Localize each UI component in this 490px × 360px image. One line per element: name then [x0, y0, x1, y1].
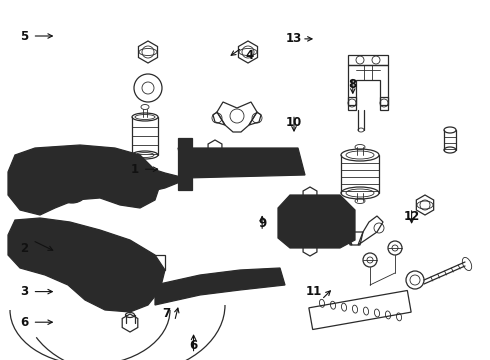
Text: 10: 10	[286, 116, 302, 129]
Text: 8: 8	[349, 78, 357, 91]
Text: 5: 5	[21, 30, 28, 42]
Text: 1: 1	[131, 163, 139, 176]
Text: 2: 2	[21, 242, 28, 255]
Text: 4: 4	[246, 49, 254, 62]
Text: 12: 12	[403, 210, 420, 222]
Text: 3: 3	[21, 285, 28, 298]
Polygon shape	[155, 268, 285, 305]
Polygon shape	[278, 195, 355, 248]
Text: 7: 7	[163, 307, 171, 320]
Polygon shape	[8, 145, 160, 215]
Polygon shape	[178, 148, 305, 178]
Text: 6: 6	[190, 339, 197, 352]
Polygon shape	[8, 218, 165, 312]
Circle shape	[65, 260, 95, 290]
Text: 11: 11	[305, 285, 322, 298]
Text: 6: 6	[21, 316, 28, 329]
Polygon shape	[178, 138, 192, 190]
Text: 13: 13	[286, 32, 302, 45]
Text: 9: 9	[258, 217, 266, 230]
Circle shape	[54, 167, 90, 203]
Polygon shape	[95, 155, 185, 198]
